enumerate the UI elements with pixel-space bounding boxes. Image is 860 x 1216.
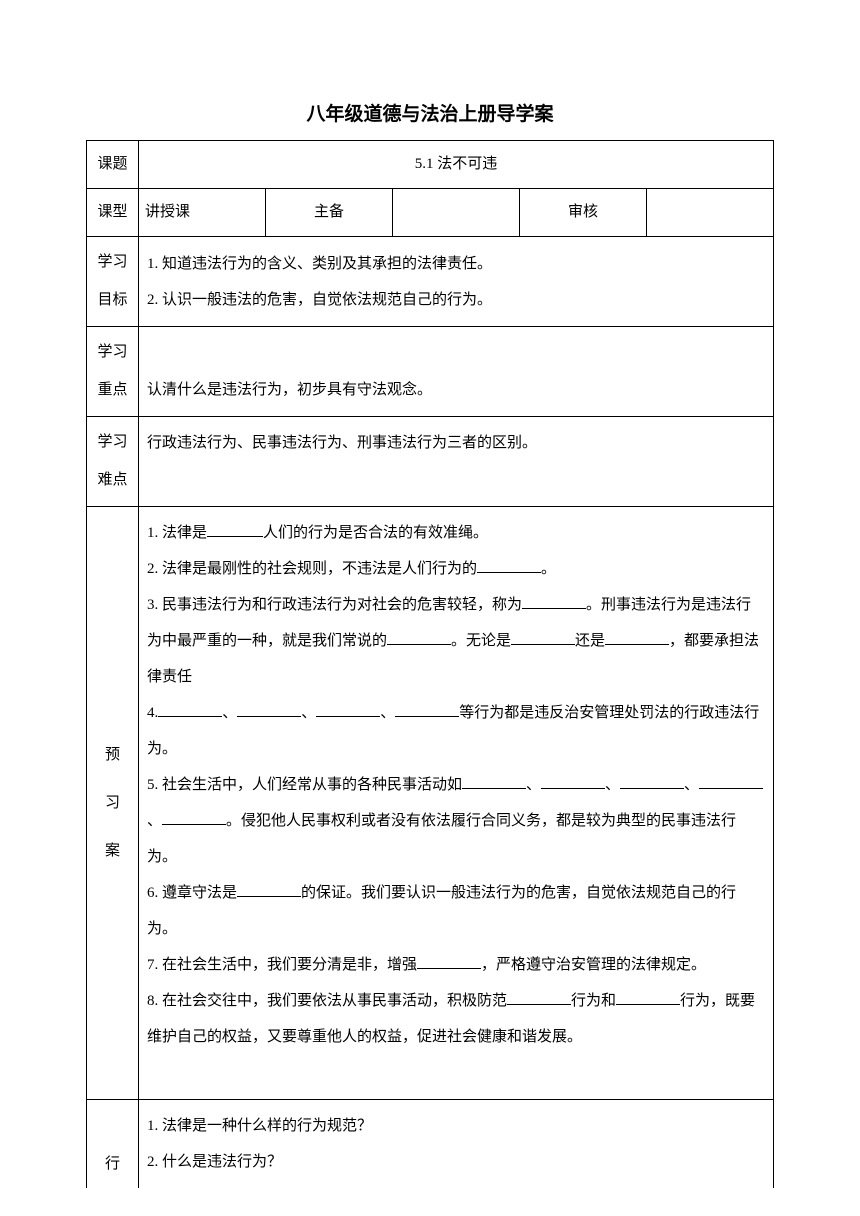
blank-field — [162, 810, 226, 825]
preview-label: 预 习 案 — [87, 507, 139, 1100]
reviewer-value — [647, 189, 774, 237]
blank-field — [511, 630, 575, 645]
keypoint-row: 学习 重点 认清什么是违法行为，初步具有守法观念。 — [87, 327, 774, 417]
blank-field — [541, 774, 605, 789]
action-row: 行 1. 法律是一种什么样的行为规范？ 2. 什么是违法行为？ — [87, 1100, 774, 1189]
type-row: 课型 讲授课 主备 审核 — [87, 189, 774, 237]
blank-field — [605, 630, 669, 645]
blank-field — [395, 702, 459, 717]
keypoint-label: 学习 重点 — [87, 327, 139, 417]
preview-row: 预 习 案 1. 法律是人们的行为是否合法的有效准绳。 2. 法律是最刚性的社会… — [87, 507, 774, 1100]
type-value: 讲授课 — [139, 189, 266, 237]
worksheet-table: 课题 5.1 法不可违 课型 讲授课 主备 审核 学习 目标 1. 知道违法行为… — [86, 140, 774, 1188]
topic-content: 5.1 法不可违 — [139, 141, 774, 189]
topic-row: 课题 5.1 法不可违 — [87, 141, 774, 189]
blank-field — [387, 630, 451, 645]
type-label: 课型 — [87, 189, 139, 237]
blank-field — [616, 990, 680, 1005]
blank-field — [507, 990, 571, 1005]
topic-label: 课题 — [87, 141, 139, 189]
keypoint-content: 认清什么是违法行为，初步具有守法观念。 — [139, 327, 774, 417]
objectives-label: 学习 目标 — [87, 237, 139, 327]
difficulty-row: 学习 难点 行政违法行为、民事违法行为、刑事违法行为三者的区别。 — [87, 417, 774, 507]
objectives-row: 学习 目标 1. 知道违法行为的含义、类别及其承担的法律责任。 2. 认识一般违… — [87, 237, 774, 327]
blank-field — [462, 774, 526, 789]
blank-field — [207, 522, 263, 537]
objectives-content: 1. 知道违法行为的含义、类别及其承担的法律责任。 2. 认识一般违法的危害，自… — [139, 237, 774, 327]
blank-field — [158, 702, 222, 717]
action-label: 行 — [87, 1100, 139, 1189]
blank-field — [237, 882, 301, 897]
blank-field — [237, 702, 301, 717]
difficulty-label: 学习 难点 — [87, 417, 139, 507]
action-content: 1. 法律是一种什么样的行为规范？ 2. 什么是违法行为？ — [139, 1100, 774, 1189]
page-title: 八年级道德与法治上册导学案 — [86, 100, 774, 130]
blank-field — [417, 954, 481, 969]
reviewer-label: 审核 — [520, 189, 647, 237]
preparer-value — [393, 189, 520, 237]
blank-field — [522, 594, 586, 609]
blank-field — [699, 774, 763, 789]
preview-content: 1. 法律是人们的行为是否合法的有效准绳。 2. 法律是最刚性的社会规则，不违法… — [139, 507, 774, 1100]
blank-field — [477, 558, 541, 573]
blank-field — [620, 774, 684, 789]
preparer-label: 主备 — [266, 189, 393, 237]
blank-field — [316, 702, 380, 717]
difficulty-content: 行政违法行为、民事违法行为、刑事违法行为三者的区别。 — [139, 417, 774, 507]
